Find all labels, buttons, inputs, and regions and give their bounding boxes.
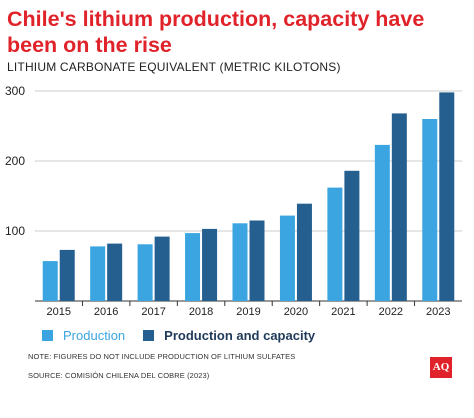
bar-production: [185, 233, 201, 301]
legend-item-production: Production: [42, 328, 125, 343]
legend-item-capacity: Production and capacity: [143, 328, 315, 343]
x-tick-label: 2019: [236, 306, 260, 318]
bar-capacity: [391, 113, 407, 302]
x-tick-label: 2016: [94, 306, 118, 318]
aq-logo: AQ: [430, 357, 452, 378]
bar-production: [374, 144, 390, 301]
x-tick-label: 2021: [331, 306, 355, 318]
footnote: NOTE: FIGURES DO NOT INCLUDE PRODUCTION …: [28, 352, 296, 361]
chart-legend: Production Production and capacity: [42, 328, 333, 343]
bar-production: [137, 244, 153, 301]
bar-production: [422, 119, 438, 301]
bar-production: [90, 246, 106, 301]
chart-title: Chile's lithium production, capacity hav…: [7, 7, 425, 57]
y-tick-label: 100: [5, 224, 25, 238]
bar-capacity: [59, 249, 75, 301]
x-tick-label: 2018: [189, 306, 213, 318]
x-tick-label: 2023: [426, 306, 450, 318]
y-tick-label: 200: [5, 154, 25, 168]
bar-capacity: [344, 170, 360, 301]
source-note: SOURCE: COMISIÓN CHILENA DEL COBRE (2023…: [28, 371, 210, 380]
x-tick-label: 2020: [284, 306, 308, 318]
legend-label-capacity: Production and capacity: [164, 328, 316, 343]
chart-subtitle: LITHIUM CARBONATE EQUIVALENT (METRIC KIL…: [7, 60, 341, 74]
bar-production: [232, 223, 248, 301]
y-tick-label: 300: [5, 84, 25, 98]
x-tick-label: 2022: [379, 306, 403, 318]
bar-capacity: [296, 203, 312, 301]
bar-production: [279, 215, 295, 301]
bar-production: [42, 261, 58, 301]
x-tick-label: 2017: [141, 306, 165, 318]
legend-swatch-production: [42, 330, 53, 341]
bar-capacity: [202, 228, 218, 301]
legend-swatch-capacity: [143, 330, 155, 341]
bar-capacity: [249, 220, 265, 301]
bar-capacity: [439, 92, 455, 302]
bar-capacity: [154, 236, 170, 301]
bar-production: [327, 187, 343, 301]
legend-label-production: Production: [63, 328, 126, 343]
bar-capacity: [107, 243, 123, 301]
x-tick-label: 2015: [46, 306, 70, 318]
